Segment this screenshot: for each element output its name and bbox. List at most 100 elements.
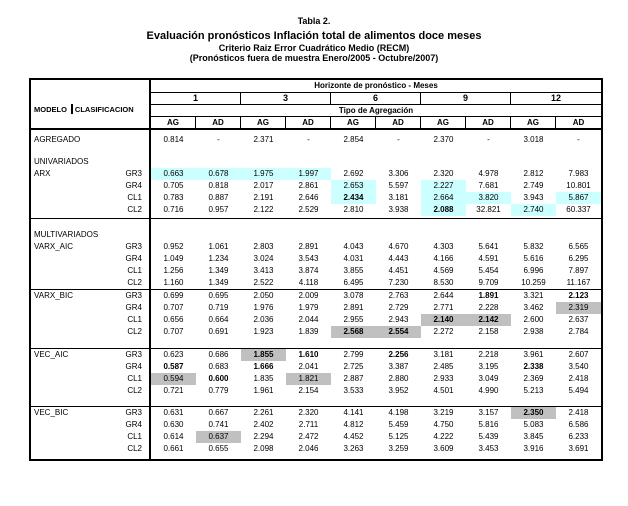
value-cell: 9.709 xyxy=(478,278,499,287)
value-cell: 2.729 xyxy=(388,303,409,312)
table-row: CL1 0.656 0.664 2.036 2.044 2.955 2.943 2.140 2.… xyxy=(31,314,601,326)
value-cell: 1.979 xyxy=(298,303,319,312)
horizon-3: 3 xyxy=(241,93,331,104)
value-cell: 2.891 xyxy=(343,303,364,312)
value-cell: 5.454 xyxy=(478,266,499,275)
table-row: CL1 0.614 0.637 2.294 2.472 4.452 5.125 4.222 5.… xyxy=(31,431,601,443)
value-cell: 2.294 xyxy=(253,432,274,441)
value-cell: 2.646 xyxy=(298,193,319,202)
value-cell: 0.818 xyxy=(208,181,229,190)
value-cell: 0.779 xyxy=(208,386,229,395)
value-cell: 6.295 xyxy=(568,254,589,263)
value-cell: 2.529 xyxy=(298,205,319,214)
classification-label: GR4 xyxy=(125,181,142,190)
value-cell: 5.641 xyxy=(478,242,499,251)
model-label xyxy=(31,385,111,397)
value-cell: 4.141 xyxy=(343,408,364,417)
value-cell: 3.943 xyxy=(523,193,544,202)
model-label: AGREGADO xyxy=(34,135,81,144)
value-cell: 3.387 xyxy=(388,362,409,371)
value-cell: 2.771 xyxy=(433,303,454,312)
value-cell: 2.140 xyxy=(421,314,466,326)
value-cell: 2.088 xyxy=(421,204,466,216)
agg-row: AG AD AG AD AG AD AG AD AG AD xyxy=(151,117,601,128)
value-cell: 0.741 xyxy=(208,420,229,429)
table-row: ARX GR3 0.663 0.678 1.975 1.997 2.692 3.306 2.32… xyxy=(31,168,601,180)
value-cell: 3.259 xyxy=(388,444,409,453)
value-cell: 0.691 xyxy=(208,327,229,336)
value-cell: 4.990 xyxy=(478,386,499,395)
value-cell: 4.451 xyxy=(388,266,409,275)
section-divider xyxy=(31,406,601,407)
table-row: VARX_AIC GR3 0.952 1.061 2.803 2.891 4.043 4.67… xyxy=(31,241,601,253)
value-cell: 3.321 xyxy=(523,291,544,300)
value-cell: 3.938 xyxy=(388,205,409,214)
value-cell: 1.610 xyxy=(298,350,319,359)
value-cell: 2.158 xyxy=(478,327,499,336)
value-cell: 4.750 xyxy=(433,420,454,429)
value-cell: 4.031 xyxy=(343,254,364,263)
value-cell: 2.418 xyxy=(568,374,589,383)
spacer-row xyxy=(31,219,601,229)
agg-ad-1: AD xyxy=(196,117,241,128)
value-cell: 1.349 xyxy=(208,278,229,287)
value-cell: 1.835 xyxy=(253,374,274,383)
value-cell: 0.716 xyxy=(163,205,184,214)
value-cell: 4.118 xyxy=(298,278,319,287)
value-cell: 0.699 xyxy=(163,291,184,300)
clasificacion-header: CLASIFICACION xyxy=(74,104,134,114)
value-cell: - xyxy=(577,135,580,144)
table-row: VEC_BIC GR3 0.631 0.667 2.261 2.320 4.141 4.198… xyxy=(31,407,601,419)
classification-label: CL1 xyxy=(127,266,142,275)
header-right: Horizonte de pronóstico - Meses 1 3 6 9 … xyxy=(151,80,601,128)
value-cell: 3.543 xyxy=(298,254,319,263)
value-cell: 2.854 xyxy=(343,135,364,144)
value-cell: 2.371 xyxy=(253,135,274,144)
value-cell: 2.472 xyxy=(298,432,319,441)
value-cell: 2.122 xyxy=(253,205,274,214)
value-cell: 4.569 xyxy=(433,266,454,275)
horizon-9: 9 xyxy=(421,93,511,104)
value-cell: 3.024 xyxy=(253,254,274,263)
value-cell: 2.370 xyxy=(433,135,454,144)
value-cell: 5.816 xyxy=(478,420,499,429)
value-cell: 5.125 xyxy=(388,432,409,441)
spacer-row xyxy=(31,455,601,459)
model-label xyxy=(31,302,111,314)
value-cell: 2.320 xyxy=(298,408,319,417)
table-number: Tabla 2. xyxy=(297,16,331,26)
value-cell: 6.565 xyxy=(568,242,589,251)
section-divider xyxy=(31,218,601,219)
value-cell: 0.614 xyxy=(163,432,184,441)
value-cell: 1.256 xyxy=(163,266,184,275)
value-cell: 1.891 xyxy=(478,291,499,300)
table-row: AGREGADO 0.814 - 2.371 - 2.854 - 2.370 - 3.018 - xyxy=(31,134,601,146)
value-cell: 0.705 xyxy=(163,181,184,190)
value-cell: 4.812 xyxy=(343,420,364,429)
classification-label: CL1 xyxy=(127,193,142,202)
value-cell: 6.495 xyxy=(343,278,364,287)
value-cell: 4.501 xyxy=(433,386,454,395)
value-cell: 7.897 xyxy=(568,266,589,275)
agg-ag-3: AG xyxy=(241,117,286,128)
value-cell: 3.413 xyxy=(253,266,274,275)
value-cell: - xyxy=(307,135,310,144)
value-cell: 1.997 xyxy=(286,168,331,180)
model-label: VARX_AIC xyxy=(34,242,73,251)
value-cell: 3.018 xyxy=(523,135,544,144)
table-row: VEC_AIC GR3 0.623 0.686 1.855 1.610 2.799 2.256… xyxy=(31,349,601,361)
value-cell: 2.692 xyxy=(343,169,364,178)
table-row: CL2 1.160 1.349 2.522 4.118 6.495 7.230 8.530 9.… xyxy=(31,277,601,289)
value-cell: 2.803 xyxy=(253,242,274,251)
classification-label: CL1 xyxy=(127,315,142,324)
value-cell: 4.452 xyxy=(343,432,364,441)
value-cell: 0.952 xyxy=(163,242,184,251)
value-cell: 2.943 xyxy=(388,315,409,324)
value-cell: 3.263 xyxy=(343,444,364,453)
value-cell: 0.600 xyxy=(208,374,229,383)
table-row: GR4 1.049 1.234 3.024 3.543 4.031 4.443 4.166 4.… xyxy=(31,253,601,265)
value-cell: 2.017 xyxy=(253,181,274,190)
spacer-row xyxy=(31,397,601,406)
table-subtitle-criterion: Criterio Raiz Error Cuadrático Medio (RE… xyxy=(218,43,410,53)
value-cell: 2.784 xyxy=(568,327,589,336)
